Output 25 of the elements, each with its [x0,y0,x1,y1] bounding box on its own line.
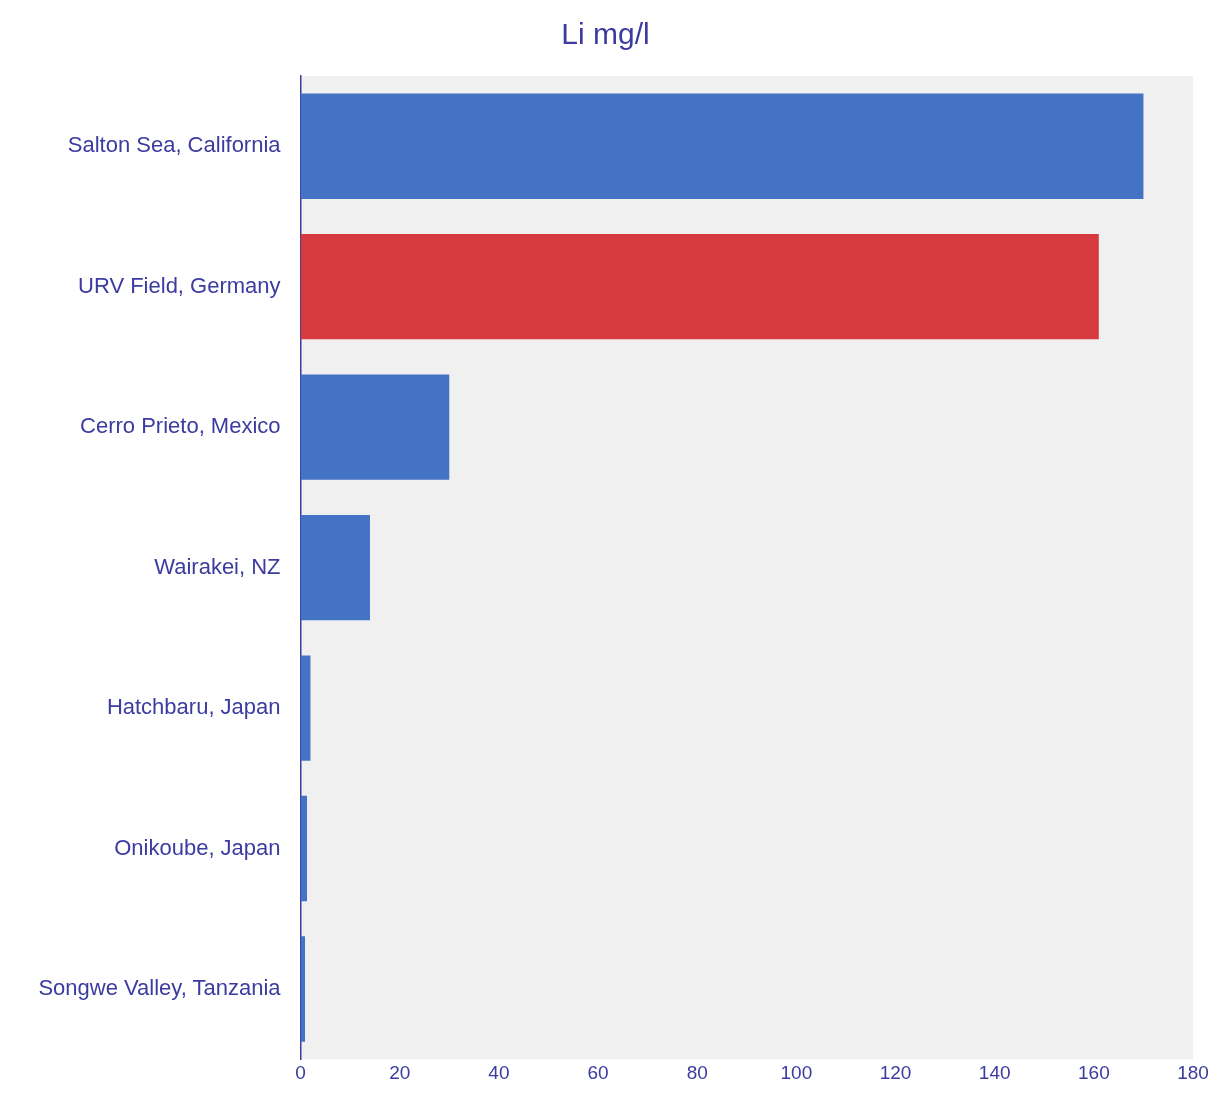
x-tick-label: 20 [389,1061,411,1083]
x-tick-label: 0 [295,1061,306,1083]
x-tick-label: 140 [978,1061,1011,1083]
bar [300,374,450,480]
x-tick-label: 80 [686,1061,708,1083]
bar [300,234,1099,340]
x-tick-label: 120 [879,1061,912,1083]
bar [300,514,370,621]
bar [300,936,306,1042]
y-tick-label: Hatchbaru, Japan [106,694,281,720]
y-tick-label: Onikoube, Japan [114,834,281,860]
y-tick-label: Songwe Valley, Tanzania [38,975,282,1001]
y-tick-label: Salton Sea, California [67,132,282,158]
x-tick-label: 180 [1177,1061,1209,1083]
x-tick-label: 60 [587,1061,609,1083]
y-tick-label: Wairakei, NZ [154,553,281,579]
x-tick-label: 100 [780,1061,813,1083]
x-tick-label: 40 [488,1061,510,1083]
y-tick-label: URV Field, Germany [78,272,281,298]
x-tick-label: 160 [1077,1061,1110,1083]
bar [300,795,307,902]
chart-title: Li mg/l [561,17,650,51]
y-tick-label: Cerro Prieto, Mexico [80,413,281,439]
bar [300,93,1144,199]
bar [300,655,311,761]
